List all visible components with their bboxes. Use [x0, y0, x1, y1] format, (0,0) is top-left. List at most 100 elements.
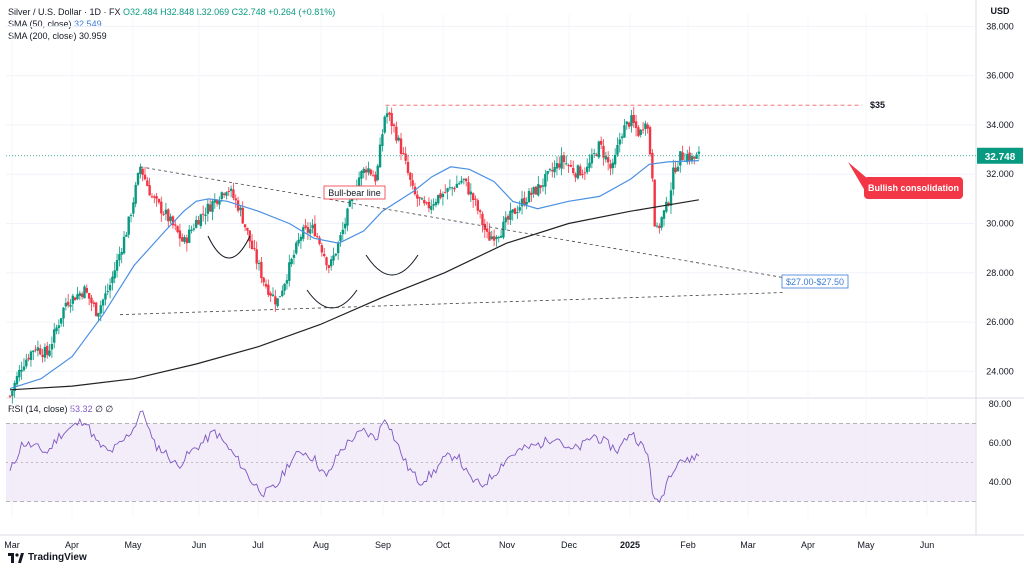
candle-body [87, 292, 91, 299]
symbol-title: Silver / U.S. Dollar · 1D · FX [8, 7, 121, 17]
candle-body [444, 192, 447, 194]
tradingview-brand: TradingView [8, 552, 87, 563]
time-axis[interactable]: Mar Apr May Jun Jul Aug Sep Oct Nov Dec 2025 Feb Mar… [4, 540, 934, 550]
candle-body [111, 276, 114, 284]
candle-body [504, 217, 507, 223]
candle-body [302, 227, 305, 239]
candle-body [318, 237, 321, 244]
candle-body [27, 357, 30, 360]
candle-body [78, 293, 82, 296]
candle-body [534, 186, 538, 195]
candle-body [441, 193, 445, 197]
candle-body [288, 262, 291, 281]
candle-body [118, 254, 121, 261]
time-tick-label: Apr [65, 540, 79, 550]
candle-body [669, 190, 673, 206]
rsi-value: 53.32 [70, 404, 93, 414]
candle-body [160, 201, 163, 214]
resistance-label: $35 [870, 100, 885, 110]
candle-body [374, 174, 377, 182]
price-tick-label: 28.000 [986, 268, 1014, 278]
candle-body [92, 302, 95, 304]
candle-body [478, 210, 482, 213]
candle-body [560, 155, 563, 169]
candle-body [662, 210, 666, 219]
candle-body [548, 169, 552, 171]
candle-body [178, 230, 182, 239]
candle-body [236, 200, 240, 211]
candle-body [225, 192, 228, 196]
candle-body [364, 169, 368, 173]
candle-body [29, 351, 33, 361]
candle-body [639, 129, 642, 135]
candle-body [39, 348, 42, 355]
candle-body [71, 295, 75, 304]
candle-body [532, 187, 535, 194]
candle-body [213, 199, 217, 203]
candle-body [271, 294, 275, 297]
candle-body [18, 369, 21, 378]
candle-body [476, 200, 480, 211]
price-tick-label: 36.000 [986, 71, 1014, 81]
candle-body [292, 254, 296, 258]
candle-body [674, 167, 677, 173]
candle-body [8, 395, 12, 397]
badge-label: Bullish consolidation [868, 183, 959, 193]
candle-body [437, 194, 440, 204]
badge-box [864, 177, 963, 199]
candle-body [525, 201, 528, 205]
candle-body [278, 296, 282, 298]
candle-body [250, 240, 254, 250]
candle-body [423, 199, 426, 204]
candle-body [439, 193, 442, 198]
candle-body [239, 207, 242, 211]
candle-body [623, 125, 626, 138]
candle-body [181, 237, 184, 242]
candle-body [537, 184, 540, 196]
candle-body [146, 180, 149, 186]
rsi-label: RSI (14, close) [8, 404, 68, 414]
time-tick-label: Aug [313, 540, 329, 550]
rsi-extra: ∅ ∅ [95, 404, 114, 414]
rsi-line [9, 410, 700, 504]
candle-body [32, 350, 35, 353]
candle-body [651, 152, 654, 179]
candle-body [274, 296, 277, 305]
rsi-tick-label: 40.00 [989, 477, 1012, 487]
candle-body [620, 136, 624, 139]
candle-body [695, 154, 698, 159]
rounded-bottom-arc [365, 254, 419, 276]
candle-body [306, 226, 310, 233]
time-tick-label: May [857, 540, 875, 550]
candle-body [367, 168, 370, 173]
candle-body [60, 318, 63, 324]
time-tick-label: Nov [499, 540, 516, 550]
candle-body [246, 227, 249, 231]
candle-body [609, 163, 612, 169]
candle-body [474, 198, 477, 200]
candle-body [693, 156, 696, 159]
candle-body [665, 201, 668, 212]
candles [8, 106, 701, 404]
sma200-line [9, 199, 699, 391]
candle-body [85, 287, 89, 293]
candle-body [434, 201, 438, 206]
candle-body [597, 141, 601, 158]
candle-body [555, 163, 559, 169]
candle-body [134, 184, 137, 204]
price-tick-label: 38.000 [986, 21, 1014, 31]
candle-body [129, 215, 133, 217]
candle-body [574, 173, 577, 178]
candle-body [327, 265, 331, 268]
candle-body [630, 115, 633, 127]
price-axis[interactable]: USD 24.000 26.000 28.000 30.000 32.000 34.000 3… [977, 6, 1023, 376]
candle-body [341, 229, 345, 235]
rsi-panel: 40.00 60.00 80.00 [6, 399, 1012, 504]
candle-body [348, 200, 352, 207]
support-line [119, 292, 785, 316]
candle-body [455, 183, 459, 188]
candle-body [518, 207, 521, 211]
candle-body [402, 153, 405, 155]
candle-body [234, 198, 237, 201]
